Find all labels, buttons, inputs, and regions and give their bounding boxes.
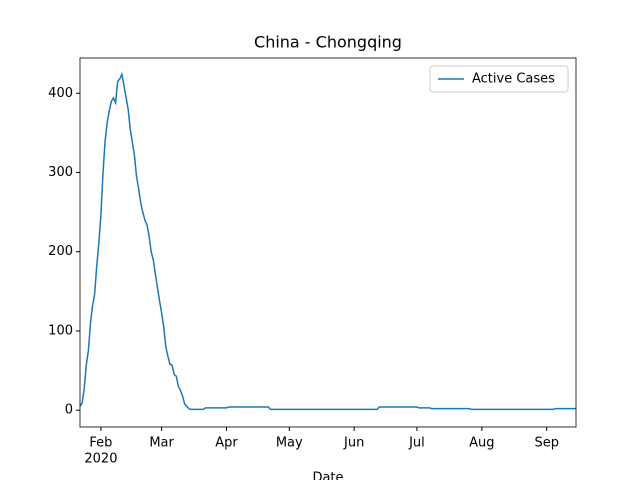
y-tick-label: 200 (48, 244, 73, 259)
x-tick-label: Mar (149, 436, 174, 451)
x-tick-label: Apr (215, 436, 238, 451)
x-tick-year: 2020 (84, 452, 117, 467)
x-tick-label: Sep (534, 436, 559, 451)
x-tick-label: Feb (89, 436, 112, 451)
plot-frame (79, 57, 577, 428)
data-line (79, 71, 576, 411)
x-tick-label: Jul (408, 436, 425, 451)
chart-title: China - Chongqing (254, 33, 402, 52)
legend-label: Active Cases (472, 72, 555, 87)
x-axis-label: Date (312, 471, 343, 480)
y-tick-label: 300 (48, 165, 73, 180)
y-tick-label: 0 (65, 403, 73, 418)
x-tick-label: Aug (469, 436, 494, 451)
x-tick-label: Jun (343, 436, 364, 451)
y-tick-label: 100 (48, 323, 73, 338)
x-tick-label: May (276, 436, 303, 451)
legend-box (429, 65, 569, 93)
y-tick-label: 400 (48, 86, 73, 101)
